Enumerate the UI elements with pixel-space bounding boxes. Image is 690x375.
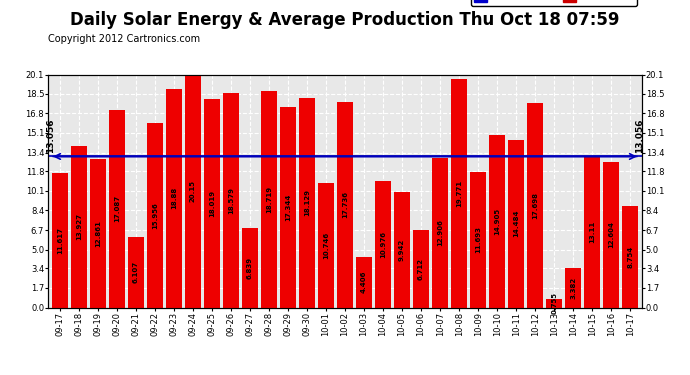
- Text: 18.88: 18.88: [171, 187, 177, 209]
- Text: 6.839: 6.839: [247, 257, 253, 279]
- Bar: [375, 180, 391, 308]
- Bar: [52, 173, 68, 308]
- Text: Daily Solar Energy & Average Production Thu Oct 18 07:59: Daily Solar Energy & Average Production …: [70, 11, 620, 29]
- Bar: [204, 99, 219, 308]
- Bar: [356, 256, 372, 307]
- Text: 15.956: 15.956: [152, 202, 158, 229]
- Text: 13.927: 13.927: [76, 213, 81, 240]
- Text: 13.11: 13.11: [589, 220, 595, 243]
- Text: 6.712: 6.712: [418, 258, 424, 280]
- Text: 20.15: 20.15: [190, 180, 196, 202]
- Text: 11.693: 11.693: [475, 226, 481, 254]
- Bar: [299, 98, 315, 308]
- Text: 12.861: 12.861: [95, 220, 101, 246]
- Text: 17.736: 17.736: [342, 191, 348, 218]
- Bar: [451, 79, 467, 308]
- Text: 10.746: 10.746: [323, 232, 329, 259]
- Bar: [413, 230, 429, 308]
- Text: 11.617: 11.617: [57, 227, 63, 254]
- Text: 10.976: 10.976: [380, 231, 386, 258]
- Bar: [71, 146, 86, 308]
- Bar: [147, 123, 163, 308]
- Bar: [337, 102, 353, 308]
- Text: 12.604: 12.604: [609, 221, 614, 248]
- Bar: [242, 228, 257, 308]
- Bar: [280, 107, 296, 307]
- Legend: Average  (kWh), Daily  (kWh): Average (kWh), Daily (kWh): [471, 0, 637, 6]
- Text: 9.942: 9.942: [399, 239, 405, 261]
- Bar: [489, 135, 505, 308]
- Bar: [109, 110, 125, 308]
- Text: Copyright 2012 Cartronics.com: Copyright 2012 Cartronics.com: [48, 34, 200, 44]
- Bar: [622, 206, 638, 308]
- Bar: [166, 89, 181, 308]
- Text: 0.755: 0.755: [551, 292, 558, 314]
- Bar: [584, 156, 600, 308]
- Bar: [261, 91, 277, 308]
- Bar: [223, 93, 239, 308]
- Text: 17.344: 17.344: [285, 194, 291, 221]
- Text: 6.107: 6.107: [132, 261, 139, 283]
- Bar: [527, 103, 543, 308]
- Text: 3.382: 3.382: [570, 277, 576, 299]
- Text: 14.484: 14.484: [513, 210, 519, 237]
- Bar: [433, 158, 448, 308]
- Text: 13.056: 13.056: [46, 118, 55, 153]
- Text: 14.905: 14.905: [494, 208, 500, 235]
- Bar: [604, 162, 619, 308]
- Text: 18.019: 18.019: [209, 190, 215, 217]
- Text: 17.087: 17.087: [114, 195, 120, 222]
- Text: 13.056: 13.056: [635, 118, 644, 153]
- Text: 18.579: 18.579: [228, 186, 234, 213]
- Text: 18.129: 18.129: [304, 189, 310, 216]
- Text: 17.698: 17.698: [532, 192, 538, 219]
- Text: 8.754: 8.754: [627, 246, 633, 268]
- Bar: [90, 159, 106, 308]
- Text: 4.406: 4.406: [361, 271, 367, 293]
- Bar: [185, 74, 201, 307]
- Text: 19.771: 19.771: [456, 180, 462, 207]
- Bar: [318, 183, 334, 308]
- Bar: [394, 192, 410, 308]
- Bar: [565, 268, 581, 308]
- Bar: [509, 140, 524, 308]
- Text: 12.906: 12.906: [437, 219, 443, 246]
- Bar: [128, 237, 144, 308]
- Bar: [546, 299, 562, 307]
- Text: 18.719: 18.719: [266, 186, 272, 213]
- Bar: [471, 172, 486, 308]
